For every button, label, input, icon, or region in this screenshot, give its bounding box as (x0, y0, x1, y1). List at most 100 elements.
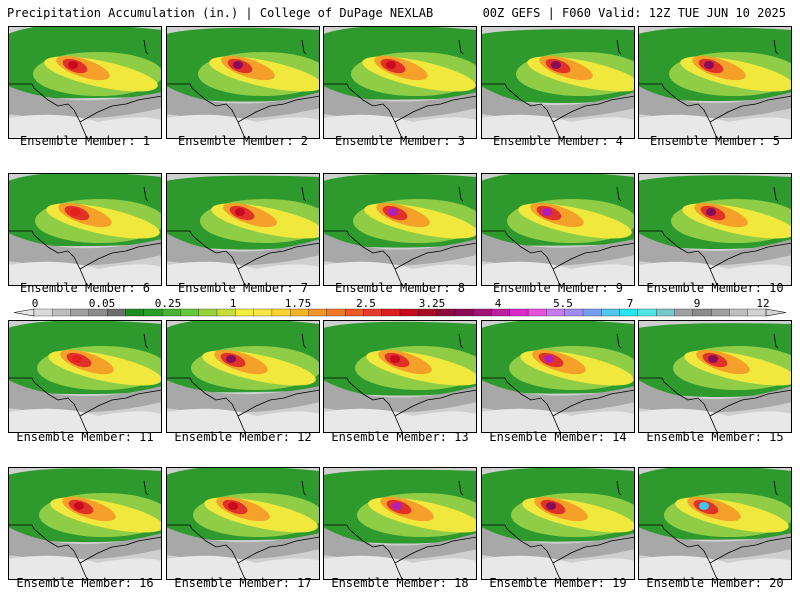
colorbar-bin (125, 308, 145, 317)
precip-map (166, 26, 320, 139)
ensemble-member-label: Ensemble Member: 9 (492, 281, 624, 295)
ensemble-map-panel (166, 320, 320, 433)
colorbar-bin (143, 308, 163, 317)
precip-map (638, 26, 792, 139)
colorbar-bin (326, 308, 346, 317)
colorbar-bin (582, 308, 602, 317)
ensemble-member-label: Ensemble Member: 7 (177, 281, 309, 295)
colorbar-bin (509, 308, 529, 317)
ensemble-map-panel (481, 26, 635, 139)
ensemble-map-panel (638, 467, 792, 580)
colorbar-bin (290, 308, 309, 317)
colorbar-tick: 3.25 (418, 297, 446, 310)
colorbar-bin (308, 308, 328, 317)
colorbar-bin (527, 308, 547, 317)
ensemble-map-panel (8, 173, 162, 286)
colorbar-tick: 1 (229, 297, 237, 310)
precip-map (638, 320, 792, 433)
colorbar-bin (235, 308, 255, 317)
ensemble-member-label: Ensemble Member: 17 (174, 576, 312, 590)
colorbar-bin (619, 308, 639, 317)
colorbar-bin (692, 308, 712, 317)
colorbar-bin (88, 308, 108, 317)
colorbar-bin (601, 308, 621, 317)
colorbar-bin (399, 308, 419, 317)
colorbar-bin (674, 308, 694, 317)
ensemble-map-panel (166, 467, 320, 580)
ensemble-member-label: Ensemble Member: 14 (489, 430, 627, 444)
model-run-info: 00Z GEFS | F060 Valid: 12Z TUE JUN 10 20… (482, 6, 786, 20)
ensemble-member-label: Ensemble Member: 2 (177, 134, 309, 148)
precip-map (8, 26, 162, 139)
ensemble-map-panel (481, 173, 635, 286)
colorbar-bin (436, 308, 456, 317)
ensemble-member-label: Ensemble Member: 18 (331, 576, 469, 590)
ensemble-map-panel (8, 320, 162, 433)
colorbar-tick: 9 (693, 297, 701, 310)
colorbar-bin (637, 308, 657, 317)
colorbar-bin (454, 308, 474, 317)
colorbar-tick: 12 (756, 297, 770, 310)
colorbar-bin (33, 308, 53, 317)
colorbar-tick: 0.25 (154, 297, 182, 310)
colorbar-tick: 0 (31, 297, 39, 310)
colorbar-tick: 5.5 (553, 297, 573, 310)
ensemble-map-panel (323, 467, 477, 580)
colorbar-bin (271, 308, 291, 317)
colorbar-bin (564, 308, 584, 317)
precip-map (166, 467, 320, 580)
precip-map (323, 320, 477, 433)
colorbar-tick: 4 (494, 297, 502, 310)
colorbar-bin (418, 308, 438, 317)
ensemble-map-panel (166, 173, 320, 286)
colorbar-tick: 0.05 (88, 297, 116, 310)
ensemble-member-label: Ensemble Member: 20 (646, 576, 784, 590)
ensemble-member-label: Ensemble Member: 5 (649, 134, 781, 148)
ensemble-member-label: Ensemble Member: 15 (646, 430, 784, 444)
ensemble-member-label: Ensemble Member: 11 (16, 430, 154, 444)
ensemble-member-label: Ensemble Member: 8 (334, 281, 466, 295)
precip-map (638, 467, 792, 580)
ensemble-member-label: Ensemble Member: 13 (331, 430, 469, 444)
colorbar-bin (344, 308, 364, 317)
colorbar-bin (216, 308, 236, 317)
precip-map (323, 467, 477, 580)
precip-map (323, 26, 477, 139)
ensemble-map-panel (8, 26, 162, 139)
ensemble-map-panel (323, 26, 477, 139)
ensemble-member-label: Ensemble Member: 1 (19, 134, 151, 148)
precip-map (481, 26, 635, 139)
ensemble-map-panel (638, 26, 792, 139)
colorbar-bin (546, 308, 566, 317)
colorbar-bin (363, 308, 383, 317)
colorbar-bin (52, 308, 72, 317)
precip-map (8, 173, 162, 286)
colorbar-bin (70, 308, 90, 317)
ensemble-member-label: Ensemble Member: 16 (16, 576, 154, 590)
colorbar-bin (381, 308, 401, 317)
precip-map (8, 467, 162, 580)
ensemble-member-label: Ensemble Member: 12 (174, 430, 312, 444)
ensemble-map-panel (481, 320, 635, 433)
precip-map (481, 173, 635, 286)
colorbar-bin (710, 308, 730, 317)
precipitation-colorbar (13, 308, 787, 317)
colorbar-max-arrow (765, 308, 787, 317)
colorbar-tick: 7 (626, 297, 634, 310)
ensemble-map-panel (166, 26, 320, 139)
ensemble-member-label: Ensemble Member: 3 (334, 134, 466, 148)
colorbar-tick: 2.5 (356, 297, 376, 310)
precip-map (166, 320, 320, 433)
ensemble-map-panel (323, 173, 477, 286)
colorbar-bin (253, 308, 273, 317)
colorbar-bin (161, 308, 181, 317)
precip-map (481, 320, 635, 433)
precip-map (481, 467, 635, 580)
precip-map (166, 173, 320, 286)
colorbar-bin (198, 308, 218, 317)
colorbar-tick: 1.75 (284, 297, 312, 310)
ensemble-member-label: Ensemble Member: 4 (492, 134, 624, 148)
ensemble-map-panel (638, 173, 792, 286)
ensemble-member-label: Ensemble Member: 10 (646, 281, 784, 295)
map-title: Precipitation Accumulation (in.) | Colle… (7, 6, 434, 20)
